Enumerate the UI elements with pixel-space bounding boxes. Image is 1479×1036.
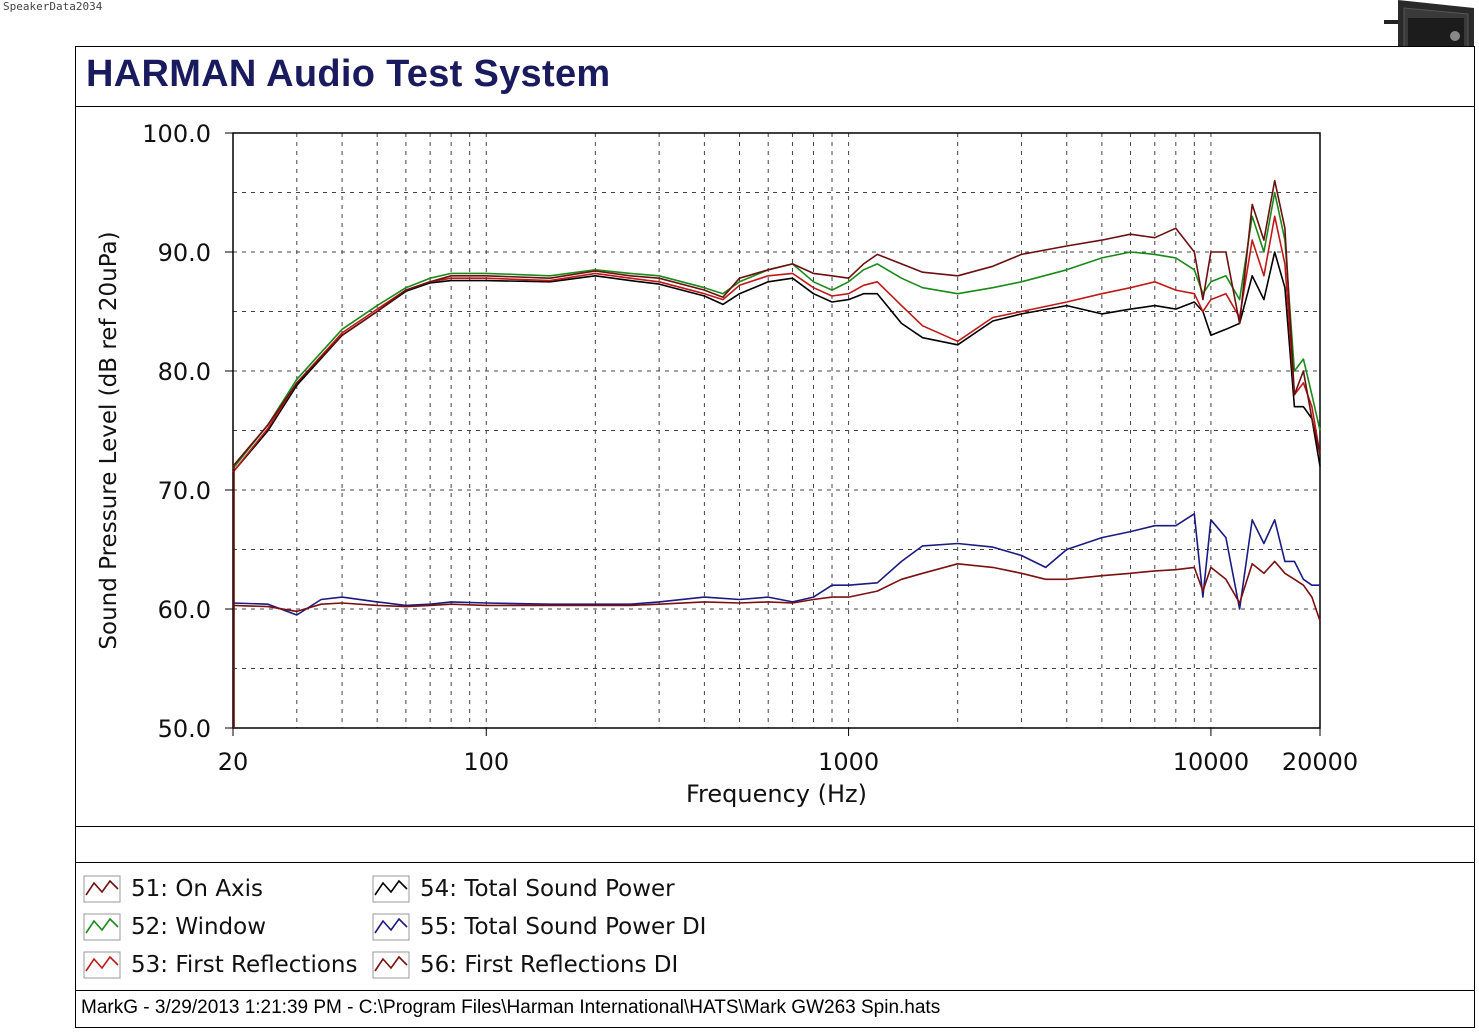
legend-swatch	[83, 913, 121, 941]
x-tick-label: 100	[463, 748, 509, 776]
series-line	[232, 560, 1321, 622]
legend-label: 54: Total Sound Power	[420, 876, 675, 902]
x-tick-label: 20000	[1282, 748, 1358, 776]
x-tick-label: 20	[218, 748, 249, 776]
chart-frame: HARMAN Audio Test System MarkG - 3/29/20…	[75, 46, 1475, 1028]
legend-swatch	[372, 951, 410, 979]
y-tick-label: 70.0	[158, 477, 211, 505]
legend-item: 55: Total Sound Power DI	[372, 911, 706, 943]
legend-item: 51: On Axis	[83, 873, 263, 905]
y-tick-label: 80.0	[158, 358, 211, 386]
legend-label: 51: On Axis	[131, 876, 264, 902]
series-line	[232, 179, 1321, 467]
series-line	[232, 251, 1321, 473]
legend-item: 52: Window	[83, 911, 266, 943]
y-tick-label: 60.0	[158, 596, 211, 624]
series-line	[232, 191, 1321, 470]
y-axis-label: Sound Pressure Level (dB ref 20uPa)	[96, 231, 122, 649]
watermark-text: SpeakerData2034	[3, 0, 103, 13]
legend-label: 55: Total Sound Power DI	[420, 914, 707, 940]
divider	[76, 862, 1474, 863]
chart-title: HARMAN Audio Test System	[86, 53, 611, 95]
x-tick-label: 1000	[818, 748, 879, 776]
legend-label: 53: First Reflections	[131, 952, 358, 978]
legend-swatch	[83, 875, 121, 903]
x-tick-label: 10000	[1173, 748, 1249, 776]
series-line	[232, 512, 1320, 616]
y-tick-label: 50.0	[158, 715, 211, 743]
divider	[76, 990, 1474, 991]
y-tick-label: 100.0	[142, 120, 211, 148]
legend-item: 54: Total Sound Power	[372, 873, 675, 905]
legend-label: 52: Window	[131, 914, 267, 940]
title-bar: HARMAN Audio Test System	[76, 47, 1474, 107]
footer-status: MarkG - 3/29/2013 1:21:39 PM - C:\Progra…	[81, 997, 941, 1018]
x-axis-label: Frequency (Hz)	[686, 780, 867, 808]
legend-label: 56: First Reflections DI	[420, 952, 679, 978]
y-tick-label: 90.0	[158, 239, 211, 267]
divider	[76, 826, 1474, 827]
legend-item: 53: First Reflections	[83, 949, 357, 981]
series-line	[232, 215, 1321, 473]
legend-swatch	[372, 875, 410, 903]
legend-swatch	[372, 913, 410, 941]
legend-swatch	[83, 951, 121, 979]
legend-item: 56: First Reflections DI	[372, 949, 678, 981]
